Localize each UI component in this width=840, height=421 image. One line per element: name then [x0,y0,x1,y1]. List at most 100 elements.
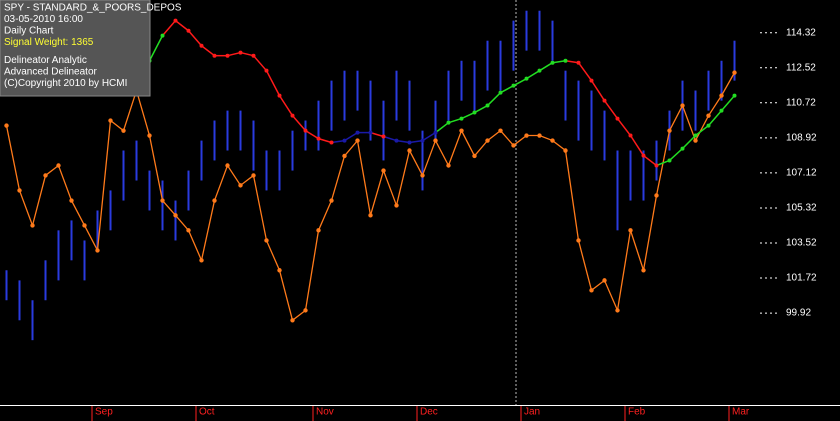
average-segment [278,95,294,117]
oscillator-dot [654,193,659,198]
oscillator-dot [719,93,724,98]
average-dot [290,113,295,118]
average-dot [368,130,373,135]
average-dot [277,93,282,98]
average-dot [563,58,568,63]
oscillator-dot [30,223,35,228]
oscillator-dot [589,288,594,293]
oscillator-dot [147,133,152,138]
average-segment [318,137,332,144]
oscillator-dot [212,198,217,203]
average-dot [719,108,724,113]
average-segment [396,139,410,144]
oscillator-dot [290,318,295,323]
oscillator-dot [121,128,126,133]
average-segment [695,124,709,137]
oscillator-dot [43,173,48,178]
average-segment [565,60,579,64]
average-dot [615,116,620,121]
oscillator-dot [550,138,555,143]
average-segment [175,20,189,32]
oscillator-dot [160,198,165,203]
oscillator-dot [667,128,672,133]
oscillator-dot [264,238,269,243]
average-dot [355,130,360,135]
oscillator-dot [732,70,737,75]
average-dot [654,163,659,168]
oscillator-dot [459,128,464,133]
oscillator-dot [381,168,386,173]
y-tick-label: 105.32 [786,203,817,214]
average-dot [537,68,542,73]
average-segment [265,70,281,96]
oscillator-dot [433,138,438,143]
y-tick-label: 114.32 [786,27,816,38]
average-dot [264,68,269,73]
average-dot [459,116,464,121]
x-tick-label: Feb [628,407,646,418]
average-dot [303,128,308,133]
average-dot [394,138,399,143]
average-dot [316,136,321,141]
average-segment [422,131,436,142]
x-tick-label: Dec [420,407,438,418]
x-tick-label: Mar [732,407,750,418]
oscillator-dot [446,163,451,168]
plot-area: 99.92 101.72 103.52 105.32 107.12 108.92 110.7… [4,0,817,421]
average-segment [603,100,619,120]
average-dot [680,146,685,151]
average-dot [732,93,737,98]
average-segment [526,70,540,80]
average-dot [329,140,334,145]
average-segment [486,92,502,107]
average-segment [461,111,475,120]
average-segment [201,45,215,57]
oscillator-dot [225,163,230,168]
average-dot [407,140,412,145]
average-dot [225,53,230,58]
average-dot [199,43,204,48]
oscillator-dot [277,268,282,273]
oscillator-dot [186,228,191,233]
average-segment [187,30,203,47]
average-dot [381,134,386,139]
average-segment [435,122,449,134]
average-dot [472,110,477,115]
average-dot [251,53,256,58]
x-tick-label: Sep [95,407,113,418]
average-segment [616,118,632,136]
oscillator-dot [82,223,87,228]
oscillator-dot [95,248,100,253]
average-dot [628,133,633,138]
oscillator-dot [316,228,321,233]
average-segment [474,104,488,114]
y-tick-label: 112.52 [786,62,816,73]
average-segment [409,139,423,144]
average-segment [643,154,657,167]
oscillator-dot [706,113,711,118]
oscillator-dot [641,268,646,273]
average-segment [227,51,241,57]
average-segment [148,35,164,62]
oscillator-dot [4,123,9,128]
average-dot [576,60,581,65]
oscillator-dot [56,163,61,168]
average-segment [629,135,645,156]
average-dot [693,133,698,138]
average-dot [524,76,529,81]
average-segment [331,139,345,144]
oscillator-dot [511,143,516,148]
average-dot [160,33,165,38]
average-dot [641,153,646,158]
average-dot [667,158,672,163]
oscillator-dot [524,133,529,138]
y-tick-label: 99.92 [786,308,811,319]
average-segment [291,115,307,132]
average-dot [238,50,243,55]
oscillator-dot [238,183,243,188]
oscillator-dot [628,228,633,233]
average-segment [448,117,462,124]
oscillator-dot [420,173,425,178]
average-dot [485,103,490,108]
